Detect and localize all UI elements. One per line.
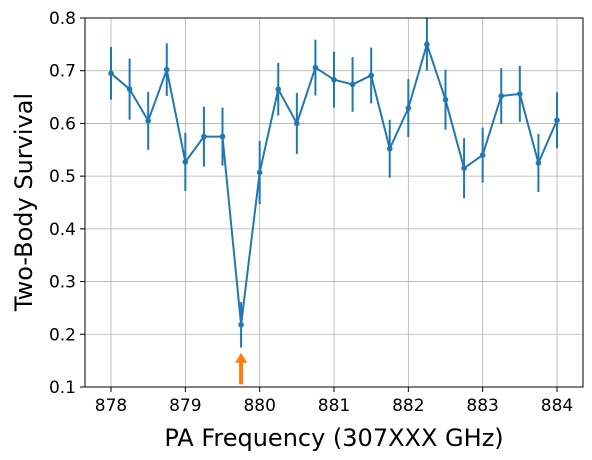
y-tick-label: 0.4 xyxy=(49,220,76,240)
data-point xyxy=(442,96,449,103)
data-point xyxy=(145,117,151,124)
data-point xyxy=(219,133,226,140)
annotation-arrow-head xyxy=(235,352,248,363)
data-point xyxy=(331,76,337,83)
data-point xyxy=(498,93,505,99)
data-point xyxy=(182,159,189,165)
x-tick-label: 878 xyxy=(95,396,127,416)
data-point xyxy=(368,72,374,79)
data-point xyxy=(461,165,467,172)
y-tick-label: 0.7 xyxy=(49,62,76,82)
ticks: 878 879 880 881 882 883 884 0.1 0.2 0.3 0.4 0.5 0.6 0… xyxy=(49,9,573,416)
data-point xyxy=(256,169,263,176)
x-tick-label: 884 xyxy=(541,396,573,416)
data-point xyxy=(405,105,412,111)
x-axis-title: PA Frequency (307XXX GHz) xyxy=(164,424,503,452)
y-tick-label: 0.3 xyxy=(49,273,76,293)
y-tick-label: 0.5 xyxy=(49,167,76,187)
data-point xyxy=(517,91,523,97)
data-point xyxy=(163,66,170,73)
data-point xyxy=(126,86,133,92)
x-tick-label: 882 xyxy=(392,396,424,416)
x-tick-label: 880 xyxy=(243,396,275,416)
data-point xyxy=(535,160,542,166)
y-tick-label: 0.8 xyxy=(49,9,76,29)
data-point xyxy=(386,145,393,152)
data-point xyxy=(108,70,114,77)
data-point xyxy=(479,152,486,158)
data-point xyxy=(294,120,300,127)
y-tick-label: 0.2 xyxy=(49,325,76,345)
data-series xyxy=(108,18,560,348)
data-point xyxy=(349,81,356,88)
data-point xyxy=(424,41,430,48)
y-tick-label: 0.6 xyxy=(49,114,76,134)
annotations xyxy=(235,352,248,385)
x-tick-label: 879 xyxy=(169,396,201,416)
y-tick-label: 0.1 xyxy=(49,378,76,398)
y-axis-title: Two-Body Survival xyxy=(10,93,38,312)
data-point xyxy=(275,86,282,92)
data-point xyxy=(238,321,244,328)
data-point xyxy=(312,64,319,71)
data-point xyxy=(554,117,560,124)
data-point xyxy=(201,133,207,140)
x-tick-label: 881 xyxy=(318,396,350,416)
x-tick-label: 883 xyxy=(466,396,498,416)
